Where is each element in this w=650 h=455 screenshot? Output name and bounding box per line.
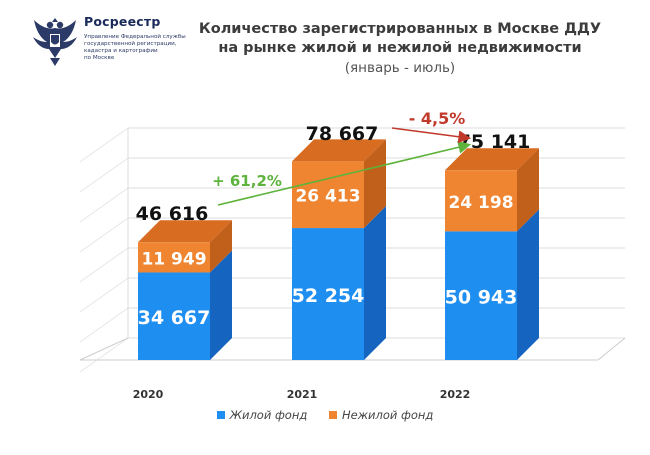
growth-arrow — [217, 141, 472, 206]
bar-side-residential-2022 — [517, 209, 539, 360]
gridline-side — [79, 157, 129, 193]
bar-commercial-2020 — [138, 242, 210, 273]
gridline-side — [79, 127, 129, 163]
bar-side-residential-2021 — [364, 206, 386, 360]
chart-title: Количество зарегистрированных в Москве Д… — [180, 20, 620, 79]
bar-top-2020 — [138, 220, 232, 243]
gridline-side — [79, 277, 129, 313]
data-label-residential-2022: 50 943 — [445, 287, 518, 309]
gridline-side — [79, 337, 129, 373]
legend: Жилой фонд Нежилой фонд — [0, 408, 650, 422]
title-period: (январь - июль) — [344, 60, 456, 76]
legend-swatch-residential — [216, 411, 225, 419]
eagle-emblem-icon — [33, 18, 77, 66]
gridline-side — [79, 217, 129, 253]
data-label-residential-2021: 52 254 — [292, 285, 365, 307]
bar-side-commercial-2021 — [364, 139, 386, 229]
bar-side-residential-2020 — [210, 250, 232, 360]
decline-arrow — [391, 127, 472, 144]
total-label-2021: 78 667 — [306, 123, 379, 145]
bar-top-2022 — [445, 148, 539, 171]
annotation-growth: + 61,2% — [212, 172, 282, 190]
data-label-commercial-2020: 11 949 — [141, 249, 206, 269]
title-line-1: Количество зарегистрированных в Москве Д… — [198, 21, 602, 37]
bar-residential-2020 — [138, 272, 210, 360]
data-label-commercial-2022: 24 198 — [448, 193, 513, 213]
gridline-side — [79, 307, 129, 343]
total-label-2020: 46 616 — [136, 203, 209, 225]
org-subtitle: Управление Федеральной службы государств… — [84, 34, 186, 61]
data-label-commercial-2021: 26 413 — [295, 187, 360, 207]
data-label-residential-2020: 34 667 — [138, 307, 211, 329]
bar-side-commercial-2022 — [517, 148, 539, 232]
bar-commercial-2022 — [445, 170, 517, 232]
x-tick-label-2022: 2022 — [440, 388, 471, 401]
legend-item-residential: Жилой фонд — [216, 408, 307, 422]
bar-top-2021 — [292, 139, 386, 162]
total-label-2022: 75 141 — [458, 131, 531, 153]
org-name: Росреестр — [84, 14, 161, 29]
legend-swatch-commercial — [328, 411, 337, 419]
x-tick-label-2020: 2020 — [133, 388, 164, 401]
floor-edge-right — [597, 337, 626, 361]
gridline-side — [79, 187, 129, 223]
logo: Росреестр Управление Федеральной службы … — [30, 12, 190, 72]
bar-residential-2021 — [292, 228, 364, 360]
bar-residential-2022 — [445, 231, 517, 360]
gridline-side — [79, 247, 129, 283]
annotation-decline: - 4,5% — [409, 109, 466, 128]
title-line-2: на рынке жилой и нежилой недвижимости — [218, 40, 582, 56]
floor-edge — [79, 337, 129, 361]
legend-item-commercial: Нежилой фонд — [328, 408, 433, 422]
x-tick-label-2021: 2021 — [287, 388, 318, 401]
bar-side-commercial-2020 — [210, 220, 232, 273]
